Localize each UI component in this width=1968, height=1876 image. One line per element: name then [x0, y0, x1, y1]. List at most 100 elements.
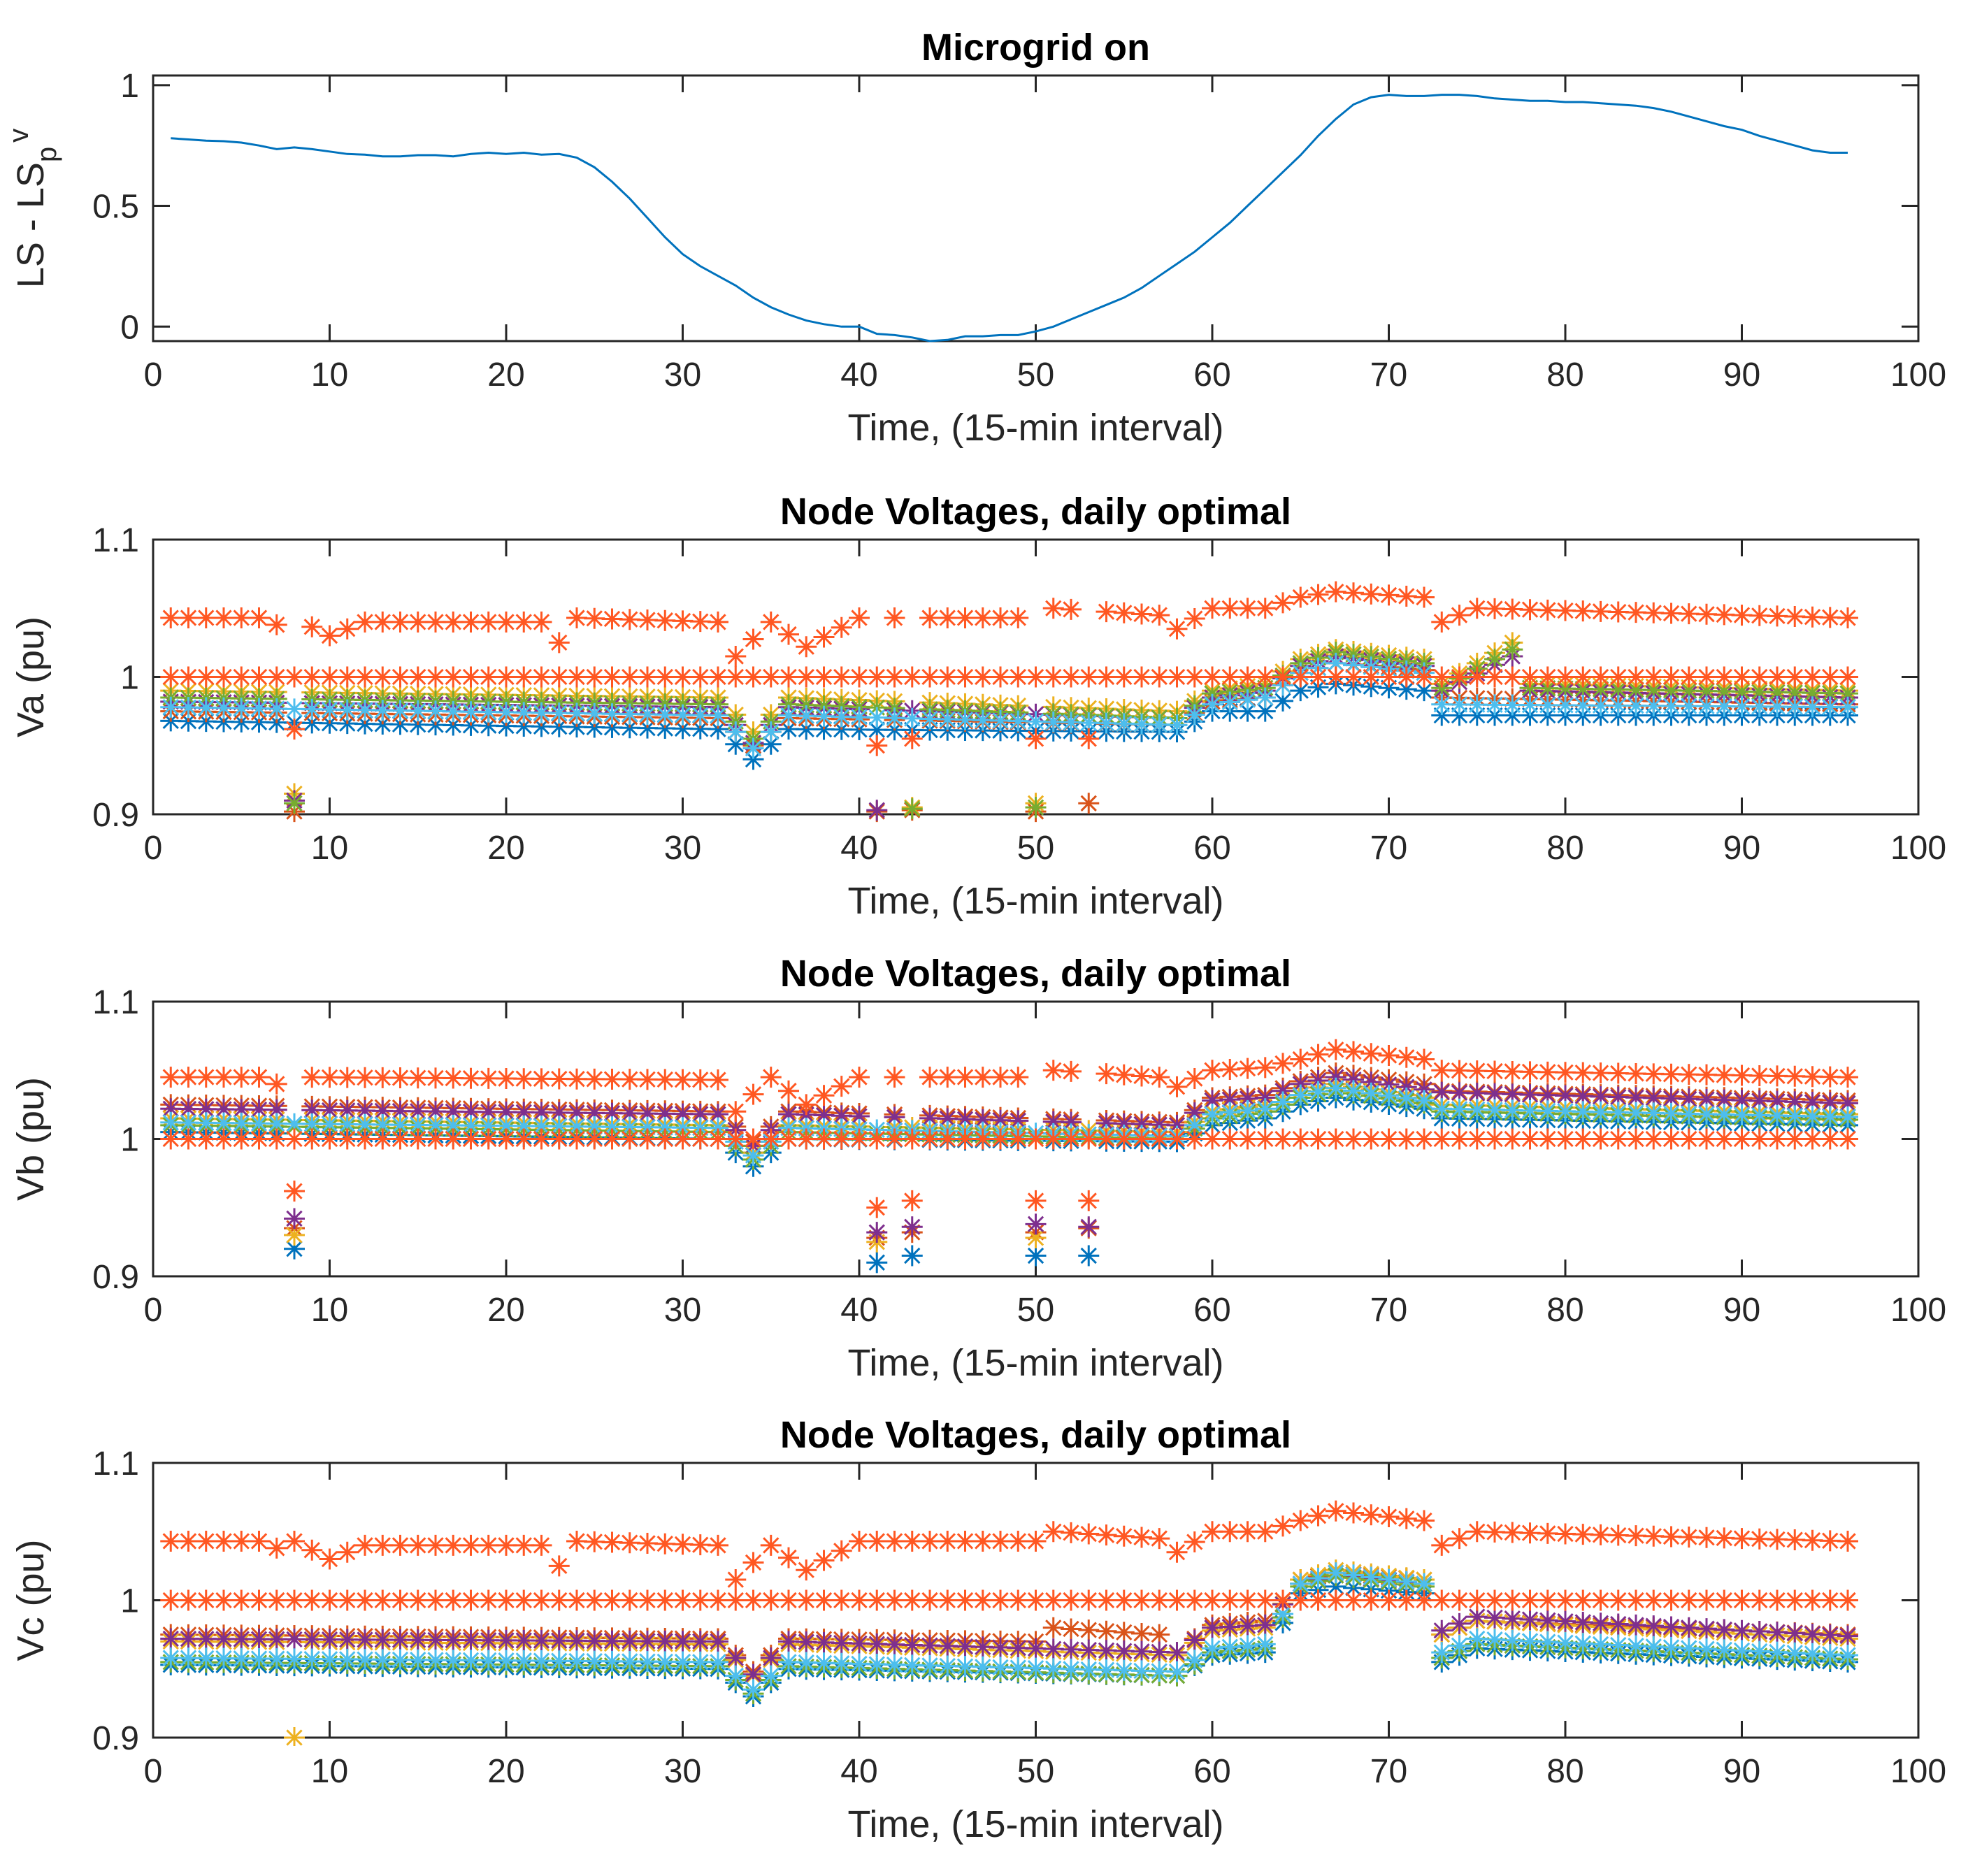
data-point: [796, 1094, 817, 1116]
data-point: [266, 1589, 287, 1611]
data-point: [1360, 1043, 1382, 1065]
data-point: [1025, 797, 1047, 818]
data-point: [1714, 1065, 1735, 1086]
data-point: [866, 1633, 888, 1655]
data-point: [548, 1555, 570, 1577]
data-point: [637, 1630, 658, 1652]
data-point: [1449, 693, 1470, 715]
data-point: [1025, 1227, 1047, 1248]
data-point: [1113, 1064, 1135, 1085]
data-point: [389, 1649, 411, 1671]
data-point: [937, 1655, 958, 1677]
data-point: [496, 701, 517, 723]
data-point: [689, 1589, 711, 1611]
data-point: [566, 666, 587, 688]
series-node-8: [160, 581, 1858, 756]
data-point: [1360, 1504, 1382, 1526]
data-point: [160, 1647, 182, 1669]
data-point: [1714, 1589, 1735, 1611]
data-point: [796, 1631, 817, 1653]
data-point: [849, 1105, 870, 1127]
data-point: [531, 1128, 552, 1150]
data-point: [160, 1531, 182, 1552]
data-point: [266, 1648, 287, 1670]
data-point: [1643, 602, 1665, 623]
data-point: [231, 1647, 252, 1669]
data-point: [1431, 1128, 1453, 1150]
data-point: [372, 611, 394, 633]
data-point: [1714, 1639, 1735, 1661]
data-point: [319, 1648, 340, 1670]
data-point: [248, 1589, 270, 1611]
data-point: [548, 1128, 570, 1150]
data-point: [672, 1069, 694, 1090]
data-point: [1625, 666, 1646, 688]
data-point: [1042, 1111, 1064, 1132]
data-point: [460, 611, 482, 633]
data-point: [1731, 1589, 1753, 1611]
data-point: [1784, 1128, 1806, 1150]
data-point: [1078, 666, 1100, 688]
data-point: [1731, 1619, 1753, 1641]
data-point: [831, 1128, 852, 1150]
data-point: [496, 1589, 517, 1611]
data-point: [425, 1649, 446, 1671]
y-axis-label: LS - LSpv: [3, 129, 62, 288]
data-point: [1802, 1589, 1823, 1611]
data-point: [1219, 1616, 1241, 1638]
data-point: [1466, 694, 1488, 716]
data-point: [972, 1636, 993, 1658]
data-point: [513, 1115, 535, 1137]
data-point: [1307, 1128, 1329, 1150]
data-point: [619, 1650, 640, 1672]
data-point: [760, 1067, 782, 1088]
data-point: [1237, 1128, 1258, 1150]
data-point: [1590, 1589, 1611, 1611]
data-point: [195, 1128, 217, 1150]
data-point: [990, 666, 1011, 688]
data-point: [1748, 1640, 1770, 1662]
data-point: [584, 1650, 605, 1672]
chart-title: Microgrid on: [921, 27, 1150, 68]
data-point: [1096, 712, 1117, 734]
data-point: [407, 1100, 429, 1122]
data-point: [672, 1103, 694, 1125]
data-point: [901, 1128, 923, 1150]
data-point: [1254, 1589, 1276, 1611]
data-point: [477, 666, 499, 688]
x-tick-label: 0: [144, 1292, 163, 1329]
data-point: [1678, 1617, 1700, 1638]
data-point: [1395, 1046, 1417, 1068]
data-point: [1767, 1128, 1788, 1150]
data-point: [1202, 1090, 1223, 1111]
data-point: [1767, 681, 1788, 703]
x-tick-label: 90: [1723, 830, 1760, 867]
data-point: [336, 1629, 358, 1650]
data-point: [1572, 1101, 1594, 1123]
data-point: [1290, 1073, 1312, 1095]
data-point: [760, 611, 782, 633]
data-point: [1643, 679, 1665, 701]
data-point: [354, 1649, 375, 1671]
x-tick-label: 20: [487, 1292, 524, 1329]
data-point: [796, 666, 817, 688]
data-point: [937, 1589, 958, 1611]
data-point: [1696, 1128, 1717, 1150]
data-point: [213, 1067, 234, 1088]
data-point: [1149, 1624, 1170, 1645]
data-point: [866, 1531, 888, 1552]
data-point: [725, 666, 747, 688]
data-point: [1731, 695, 1753, 717]
data-point: [1166, 1541, 1188, 1563]
data-point: [1290, 1589, 1312, 1611]
data-point: [1414, 1589, 1435, 1611]
data-point: [1431, 1534, 1453, 1556]
data-point: [654, 693, 676, 714]
panel-3: Node Voltages, daily optimal 0 10 20 30 40 50 6…: [10, 953, 1946, 1384]
data-point: [1519, 1589, 1541, 1611]
data-point: [513, 666, 535, 688]
data-point: [1555, 1589, 1576, 1611]
data-point: [548, 716, 570, 737]
data-point: [1555, 666, 1576, 688]
data-point: [831, 1652, 852, 1674]
